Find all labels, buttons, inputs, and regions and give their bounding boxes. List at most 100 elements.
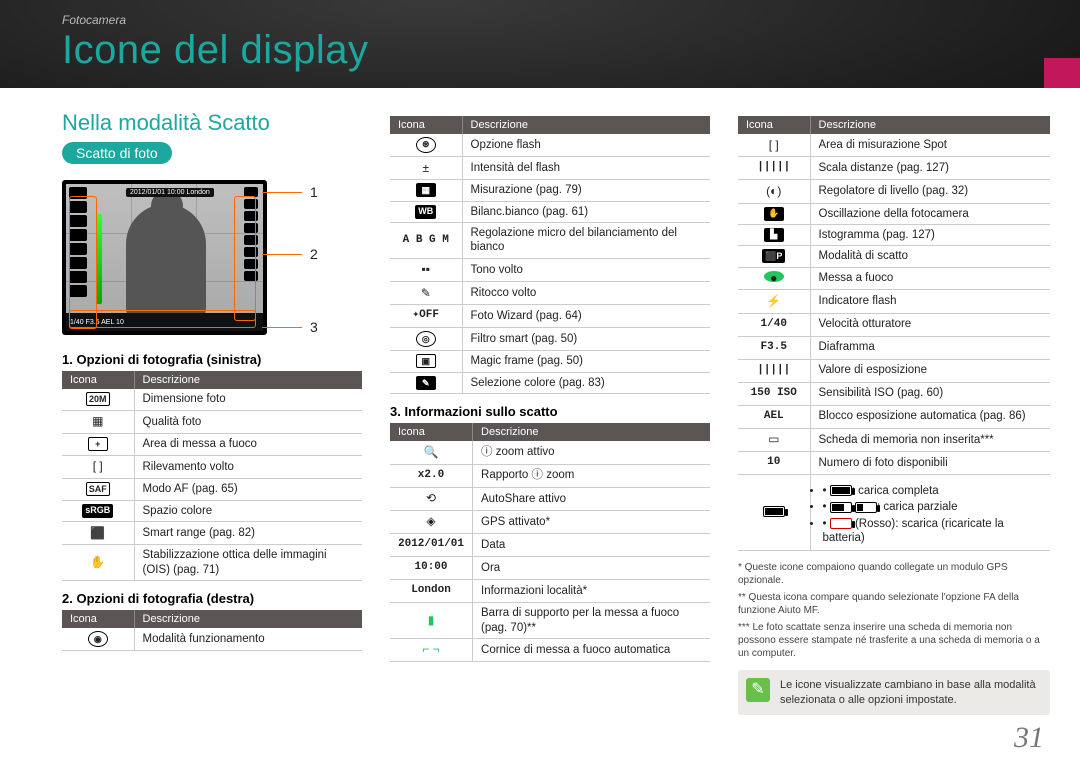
table-row: WBBilanc.bianco (pag. 61) xyxy=(390,201,710,222)
table-row: 20M Dimensione foto xyxy=(62,389,362,410)
row-desc: Selezione colore (pag. 83) xyxy=(462,373,710,394)
table-row: ⊛Opzione flash xyxy=(390,134,710,157)
row-icon: ✎ xyxy=(416,376,436,390)
row-icon: ▮ xyxy=(421,612,441,628)
table-row: ◉Modalità funzionamento xyxy=(62,628,362,651)
row-icon: [ ] xyxy=(88,459,108,475)
accent-block xyxy=(1044,58,1080,88)
subhead-1: 1. Opzioni di fotografia (sinistra) xyxy=(62,352,362,367)
row-icon: London xyxy=(411,583,451,599)
row-icon: [ ] xyxy=(764,137,784,153)
row-desc: Oscillazione della fotocamera xyxy=(810,203,1050,224)
row-icon: ▦ xyxy=(416,183,436,197)
row-icon: ▙ xyxy=(764,228,784,242)
table-row: SAFModo AF (pag. 65) xyxy=(62,479,362,501)
page-number: 31 xyxy=(1014,721,1044,755)
row-icon: ● xyxy=(764,271,784,282)
row-icon: ||||| xyxy=(757,363,790,379)
table-row: 2012/01/01Data xyxy=(390,534,710,557)
table-row: sRGB Spazio colore xyxy=(62,500,362,521)
row-desc: Messa a fuoco xyxy=(810,267,1050,290)
camera-diagram: 2012/01/01 10:00 London 1/40 F3.5 AEL 10… xyxy=(62,172,302,342)
table-row: ||||| Valore di esposizione xyxy=(738,359,1050,382)
row-icon: ✋ xyxy=(764,207,784,221)
table-row: ▭Scheda di memoria non inserita*** xyxy=(738,428,1050,451)
table-row: ⌐ ¬ Cornice di messa a fuoco automatica xyxy=(390,638,710,661)
table-4: IconaDescrizione [ ]Area di misurazione … xyxy=(738,116,1050,475)
row-desc: Regolatore di livello (pag. 32) xyxy=(810,180,1050,203)
table-row: 10Numero di foto disponibili xyxy=(738,451,1050,474)
row-icon: ▭ xyxy=(764,432,784,448)
table-row: ✋Stabilizzazione ottica delle immagini (… xyxy=(62,545,362,581)
row-icon: ▣ xyxy=(416,354,436,368)
subhead-3: 3. Informazioni sullo scatto xyxy=(390,404,710,419)
row-desc: Spazio colore xyxy=(134,500,362,521)
row-desc: Intensità del flash xyxy=(462,157,710,180)
row-desc: Dimensione foto xyxy=(134,389,362,410)
row-icon: ✎ xyxy=(416,285,436,301)
table-1: IconaDescrizione 20MDimensione foto▦Qual… xyxy=(62,371,362,581)
row-desc: Modalità funzionamento xyxy=(134,628,362,651)
row-desc: Bilanc.bianco (pag. 61) xyxy=(462,201,710,222)
row-desc: Valore di esposizione xyxy=(810,359,1050,382)
row-icon: ◎ xyxy=(416,331,436,347)
table-row: ⬛Smart range (pag. 82) xyxy=(62,522,362,545)
row-icon: ✋ xyxy=(88,555,108,571)
row-icon: 10 xyxy=(764,455,784,471)
table-row: ▮Barra di supporto per la messa a fuoco … xyxy=(390,603,710,639)
row-icon: ± xyxy=(416,160,436,176)
row-desc: Velocità otturatore xyxy=(810,313,1050,336)
table-row: ◈GPS attivato* xyxy=(390,510,710,533)
row-desc: Qualità foto xyxy=(134,410,362,433)
subhead-2: 2. Opzioni di fotografia (destra) xyxy=(62,591,362,606)
row-desc: Blocco esposizione automatica (pag. 86) xyxy=(810,405,1050,428)
row-desc: Informazioni località* xyxy=(473,580,710,603)
table-row: 10:00 Ora xyxy=(390,557,710,580)
row-icon: + xyxy=(88,437,108,451)
row-icon: 20M xyxy=(86,392,110,406)
battery-icon xyxy=(763,506,785,517)
table-row: F3.5Diaframma xyxy=(738,336,1050,359)
row-desc: Tono volto xyxy=(462,258,710,281)
row-desc: Filtro smart (pag. 50) xyxy=(462,328,710,351)
row-desc: Foto Wizard (pag. 64) xyxy=(462,305,710,328)
row-icon: 🔍 xyxy=(421,444,441,460)
table-row: 1/40Velocità otturatore xyxy=(738,313,1050,336)
callout-2: 2 xyxy=(310,246,318,262)
table-row: AELBlocco esposizione automatica (pag. 8… xyxy=(738,405,1050,428)
table-row: ▦Misurazione (pag. 79) xyxy=(390,180,710,201)
row-desc: Cornice di messa a fuoco automatica xyxy=(473,638,710,661)
header-bar: Fotocamera Icone del display xyxy=(0,0,1080,88)
row-desc: Ora xyxy=(473,557,710,580)
row-icon: ⌐ ¬ xyxy=(421,642,441,658)
row-icon: x2.0 xyxy=(418,468,444,484)
table-row: ▪▪Tono volto xyxy=(390,258,710,281)
table-row: ▣Magic frame (pag. 50) xyxy=(390,351,710,373)
section-title: Nella modalità Scatto xyxy=(62,110,362,136)
table-battery: • : carica completa • : carica parziale … xyxy=(738,475,1050,552)
row-desc: ⓘ zoom attivo xyxy=(473,441,710,464)
row-desc: Indicatore flash xyxy=(810,290,1050,313)
row-icon: (◐) xyxy=(764,183,784,199)
row-icon: 10:00 xyxy=(415,560,448,576)
row-desc: Diaframma xyxy=(810,336,1050,359)
row-icon: ⟲ xyxy=(421,491,441,507)
col-mid: IconaDescrizione ⊛Opzione flash±Intensit… xyxy=(390,110,710,765)
col-right: IconaDescrizione [ ]Area di misurazione … xyxy=(738,110,1050,765)
row-desc: Istogramma (pag. 127) xyxy=(810,224,1050,245)
row-icon: ⬛P xyxy=(762,249,785,263)
row-icon: SAF xyxy=(86,482,110,496)
row-desc: Modalità di scatto xyxy=(810,246,1050,267)
row-icon: sRGB xyxy=(82,504,113,518)
table-row: London Informazioni località* xyxy=(390,580,710,603)
table-row: A B G MRegolazione micro del bilanciamen… xyxy=(390,223,710,259)
row-desc: Rapporto ⓘ zoom xyxy=(473,464,710,487)
callout-1: 1 xyxy=(310,184,318,200)
row-icon: 2012/01/01 xyxy=(398,537,464,553)
row-desc: Smart range (pag. 82) xyxy=(134,522,362,545)
table-row: |||||Scala distanze (pag. 127) xyxy=(738,157,1050,180)
table-row: 🔍 ⓘ zoom attivo xyxy=(390,441,710,464)
row-desc: Scala distanze (pag. 127) xyxy=(810,157,1050,180)
row-icon: ◈ xyxy=(421,514,441,530)
table-2b: IconaDescrizione ⊛Opzione flash±Intensit… xyxy=(390,116,710,394)
